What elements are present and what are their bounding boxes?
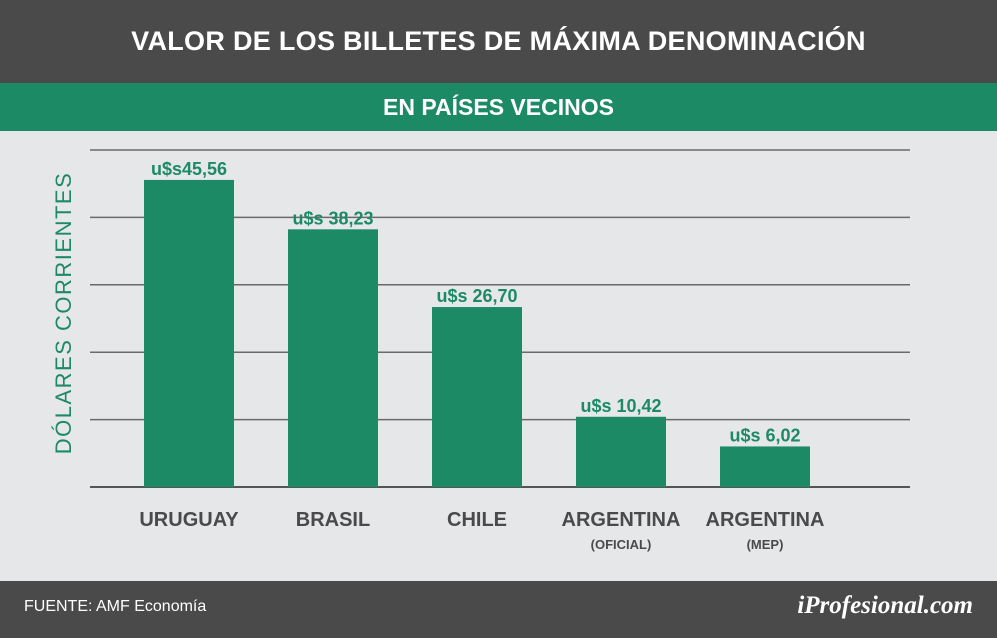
category-label: ARGENTINA xyxy=(562,509,681,531)
bar[interactable] xyxy=(144,179,234,487)
category-note: (MEP) xyxy=(747,537,784,552)
chart-subtitle: EN PAÍSES VECINOS xyxy=(383,93,614,120)
chart-title: VALOR DE LOS BILLETES DE MÁXIMA DENOMINA… xyxy=(131,26,866,56)
category-note: (OFICIAL) xyxy=(591,537,652,552)
category-label: BRASIL xyxy=(296,509,370,531)
data-label: u$s 6,02 xyxy=(729,425,800,445)
bar[interactable] xyxy=(432,307,522,487)
data-label: u$s45,56 xyxy=(151,159,227,179)
category-label: ARGENTINA xyxy=(706,509,825,531)
labels: u$s45,56 URUGUAY u$s 38,23 BRASIL u$s 26,70 C… xyxy=(139,159,824,552)
footer: FUENTE: AMF Economía iProfesional.com xyxy=(0,581,997,638)
data-label: u$s 26,70 xyxy=(436,286,517,306)
category-label: CHILE xyxy=(447,509,507,531)
bar-chart: u$s45,56 URUGUAY u$s 38,23 BRASIL u$s 26,70 C… xyxy=(90,149,910,552)
source-note: FUENTE: AMF Economía xyxy=(24,598,207,615)
chart-title-bar: VALOR DE LOS BILLETES DE MÁXIMA DENOMINA… xyxy=(0,0,997,83)
bar[interactable] xyxy=(576,416,666,487)
data-label: u$s 10,42 xyxy=(580,396,661,416)
chart-subtitle-bar: EN PAÍSES VECINOS xyxy=(0,83,997,131)
category-label: URUGUAY xyxy=(139,509,239,531)
data-label: u$s 38,23 xyxy=(292,208,373,228)
bars xyxy=(144,179,810,487)
bar[interactable] xyxy=(720,446,810,487)
bar[interactable] xyxy=(288,229,378,487)
brand-logo[interactable]: iProfesional.com xyxy=(797,592,973,619)
